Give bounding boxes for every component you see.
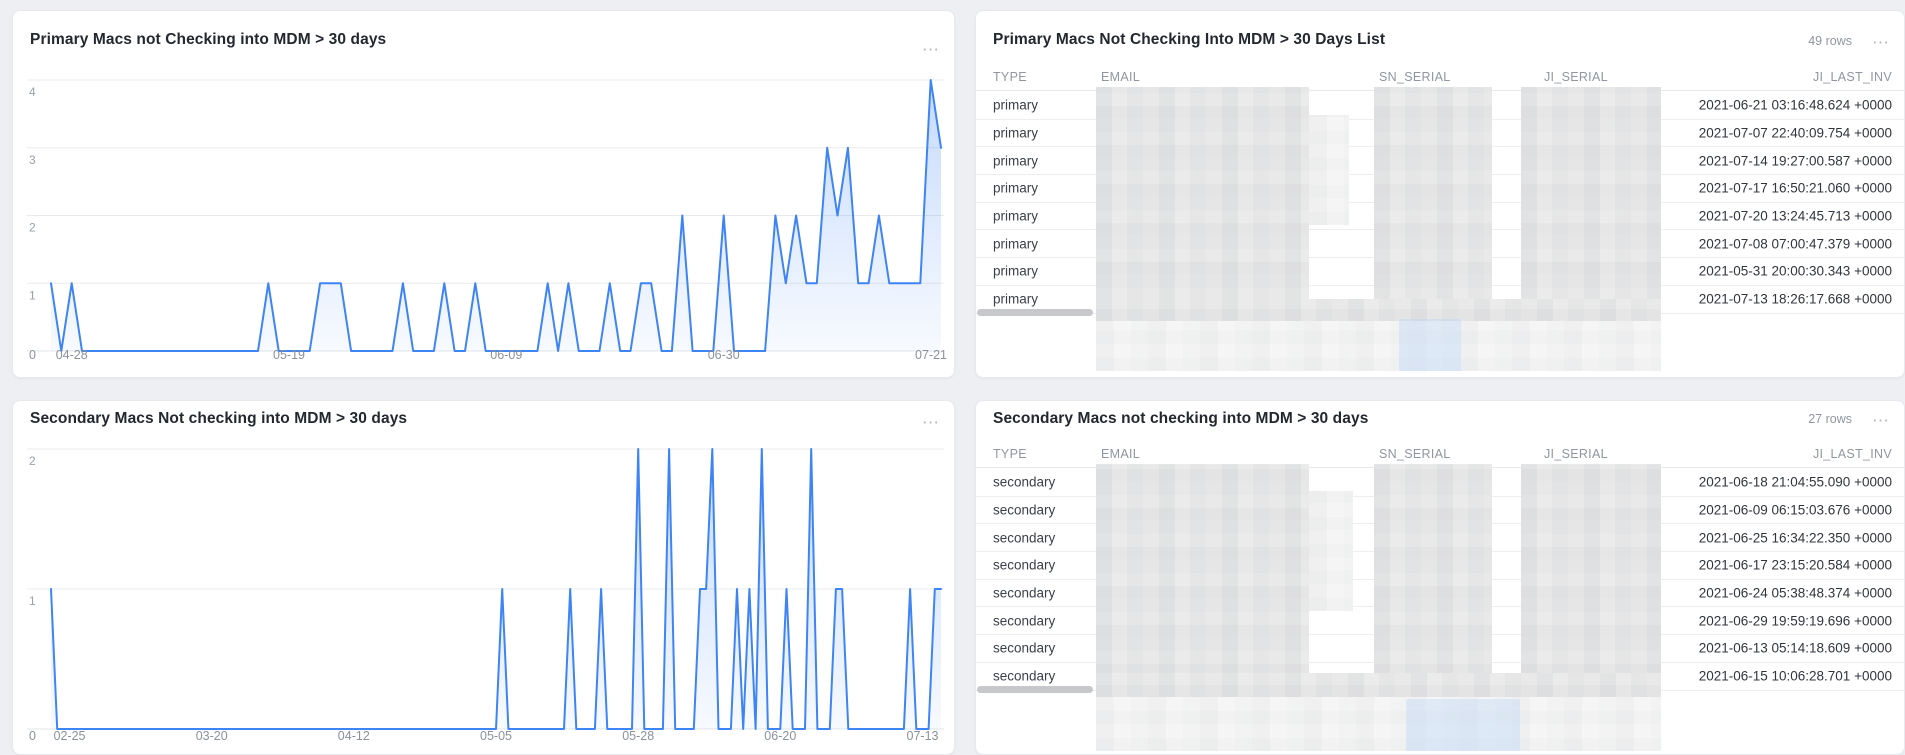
redacted-sn-serial-column (1374, 464, 1492, 676)
svg-text:2: 2 (29, 221, 36, 235)
ji-last-inv-cell: 2021-05-31 20:00:30.343 +0000 (1698, 263, 1892, 279)
svg-text:4: 4 (29, 85, 36, 99)
col-header-sn-serial: SN_SERIAL (1379, 70, 1451, 84)
secondary-mdm-line-chart[interactable]: 1 2 0 02-25 03-20 04-12 05-05 05-28 06-20 07-13 (13, 401, 955, 755)
svg-text:0: 0 (29, 729, 36, 743)
type-cell: secondary (993, 613, 1056, 629)
card-title: Primary Macs not Checking into MDM > 30 … (30, 31, 387, 48)
row-count-badge: 27 rows (1808, 412, 1852, 426)
col-header-ji-last-inv: JI_LAST_INV (1812, 447, 1892, 461)
ji-last-inv-cell: 2021-07-13 18:26:17.668 +0000 (1698, 291, 1892, 307)
type-cell: primary (993, 97, 1039, 113)
ji-last-inv-cell: 2021-06-25 16:34:22.350 +0000 (1698, 530, 1892, 546)
svg-text:07-21: 07-21 (915, 348, 947, 362)
svg-text:1: 1 (29, 594, 36, 608)
primary-mdm-line-chart[interactable]: 1 2 3 4 0 04-28 05-19 06-09 06-30 07-21 (13, 11, 955, 378)
type-cell: primary (993, 208, 1039, 224)
ji-last-inv-cell: 2021-07-17 16:50:21.060 +0000 (1698, 180, 1892, 196)
svg-text:07-13: 07-13 (907, 729, 939, 743)
redacted-highlight-cell (1406, 699, 1520, 751)
svg-text:06-30: 06-30 (708, 348, 740, 362)
redacted-row-band (1096, 673, 1661, 697)
row-count-badge: 49 rows (1808, 34, 1852, 48)
redacted-row-band (1096, 299, 1661, 321)
col-header-type: TYPE (993, 70, 1027, 84)
card-menu-icon[interactable]: ⋯ (922, 413, 940, 432)
ji-last-inv-cell: 2021-06-09 06:15:03.676 +0000 (1698, 502, 1892, 518)
svg-text:05-28: 05-28 (622, 729, 654, 743)
svg-text:1: 1 (29, 288, 36, 302)
redacted-ji-serial-column (1521, 464, 1661, 676)
type-cell: primary (993, 291, 1039, 307)
card-secondary-table: Secondary Macs not checking into MDM > 3… (975, 400, 1905, 755)
col-header-type: TYPE (993, 447, 1027, 461)
ji-last-inv-cell: 2021-06-18 21:04:55.090 +0000 (1698, 474, 1892, 490)
type-cell: primary (993, 180, 1039, 196)
type-cell: primary (993, 153, 1039, 169)
col-header-ji-serial: JI_SERIAL (1544, 70, 1608, 84)
svg-text:03-20: 03-20 (196, 729, 228, 743)
redacted-email-column (1096, 87, 1309, 313)
redacted-ji-serial-column (1521, 87, 1661, 313)
col-header-ji-last-inv: JI_LAST_INV (1812, 70, 1892, 84)
redacted-fade-band (1096, 697, 1661, 751)
type-cell: primary (993, 236, 1039, 252)
svg-text:02-25: 02-25 (54, 729, 86, 743)
ji-last-inv-cell: 2021-07-08 07:00:47.379 +0000 (1698, 236, 1892, 252)
type-cell: secondary (993, 502, 1056, 518)
svg-text:06-20: 06-20 (764, 729, 796, 743)
ji-last-inv-cell: 2021-07-07 22:40:09.754 +0000 (1698, 125, 1892, 141)
ji-last-inv-cell: 2021-06-29 19:59:19.696 +0000 (1698, 613, 1892, 629)
svg-text:3: 3 (29, 153, 36, 167)
ji-last-inv-cell: 2021-07-20 13:24:45.713 +0000 (1698, 208, 1892, 224)
redacted-highlight-cell (1399, 319, 1461, 371)
svg-text:05-19: 05-19 (273, 348, 305, 362)
svg-text:06-09: 06-09 (490, 348, 522, 362)
col-header-email: EMAIL (1101, 70, 1141, 84)
type-cell: secondary (993, 474, 1056, 490)
type-cell: secondary (993, 557, 1056, 573)
ji-last-inv-cell: 2021-06-13 05:14:18.609 +0000 (1698, 640, 1892, 656)
card-title: Secondary Macs Not checking into MDM > 3… (30, 410, 408, 427)
col-header-sn-serial: SN_SERIAL (1379, 447, 1451, 461)
redacted-fade-band (1096, 321, 1661, 371)
type-cell: secondary (993, 585, 1056, 601)
svg-text:04-28: 04-28 (56, 348, 88, 362)
ji-last-inv-cell: 2021-06-17 23:15:20.584 +0000 (1698, 557, 1892, 573)
card-primary-chart: 1 2 3 4 0 04-28 05-19 06-09 06-30 07-21 Primary M… (12, 10, 955, 378)
redacted-email-overflow (1309, 491, 1353, 611)
horizontal-scrollbar-thumb[interactable] (977, 686, 1093, 693)
redacted-sn-serial-column (1374, 87, 1492, 313)
type-cell: primary (993, 263, 1039, 279)
card-secondary-chart: 1 2 0 02-25 03-20 04-12 05-05 05-28 06-20 07-13 S… (12, 400, 955, 755)
ji-last-inv-cell: 2021-06-15 10:06:28.701 +0000 (1698, 668, 1892, 684)
col-header-email: EMAIL (1101, 447, 1141, 461)
col-header-ji-serial: JI_SERIAL (1544, 447, 1608, 461)
type-cell: secondary (993, 530, 1056, 546)
card-menu-icon[interactable]: ⋯ (922, 40, 940, 59)
svg-text:05-05: 05-05 (480, 729, 512, 743)
horizontal-scrollbar-thumb[interactable] (977, 309, 1093, 316)
type-cell: secondary (993, 640, 1056, 656)
type-cell: primary (993, 125, 1039, 141)
ji-last-inv-cell: 2021-06-21 03:16:48.624 +0000 (1698, 97, 1892, 113)
card-menu-icon[interactable]: ⋯ (1872, 33, 1890, 52)
svg-text:0: 0 (29, 348, 36, 362)
card-title: Secondary Macs not checking into MDM > 3… (993, 410, 1369, 427)
redacted-email-overflow (1309, 115, 1349, 225)
redacted-email-column (1096, 464, 1309, 676)
card-primary-table: Primary Macs Not Checking Into MDM > 30 … (975, 10, 1905, 378)
ji-last-inv-cell: 2021-06-24 05:38:48.374 +0000 (1698, 585, 1892, 601)
card-menu-icon[interactable]: ⋯ (1872, 411, 1890, 430)
ji-last-inv-cell: 2021-07-14 19:27:00.587 +0000 (1698, 153, 1892, 169)
card-title: Primary Macs Not Checking Into MDM > 30 … (993, 31, 1386, 48)
type-cell: secondary (993, 668, 1056, 684)
svg-text:04-12: 04-12 (338, 729, 370, 743)
svg-text:2: 2 (29, 454, 36, 468)
